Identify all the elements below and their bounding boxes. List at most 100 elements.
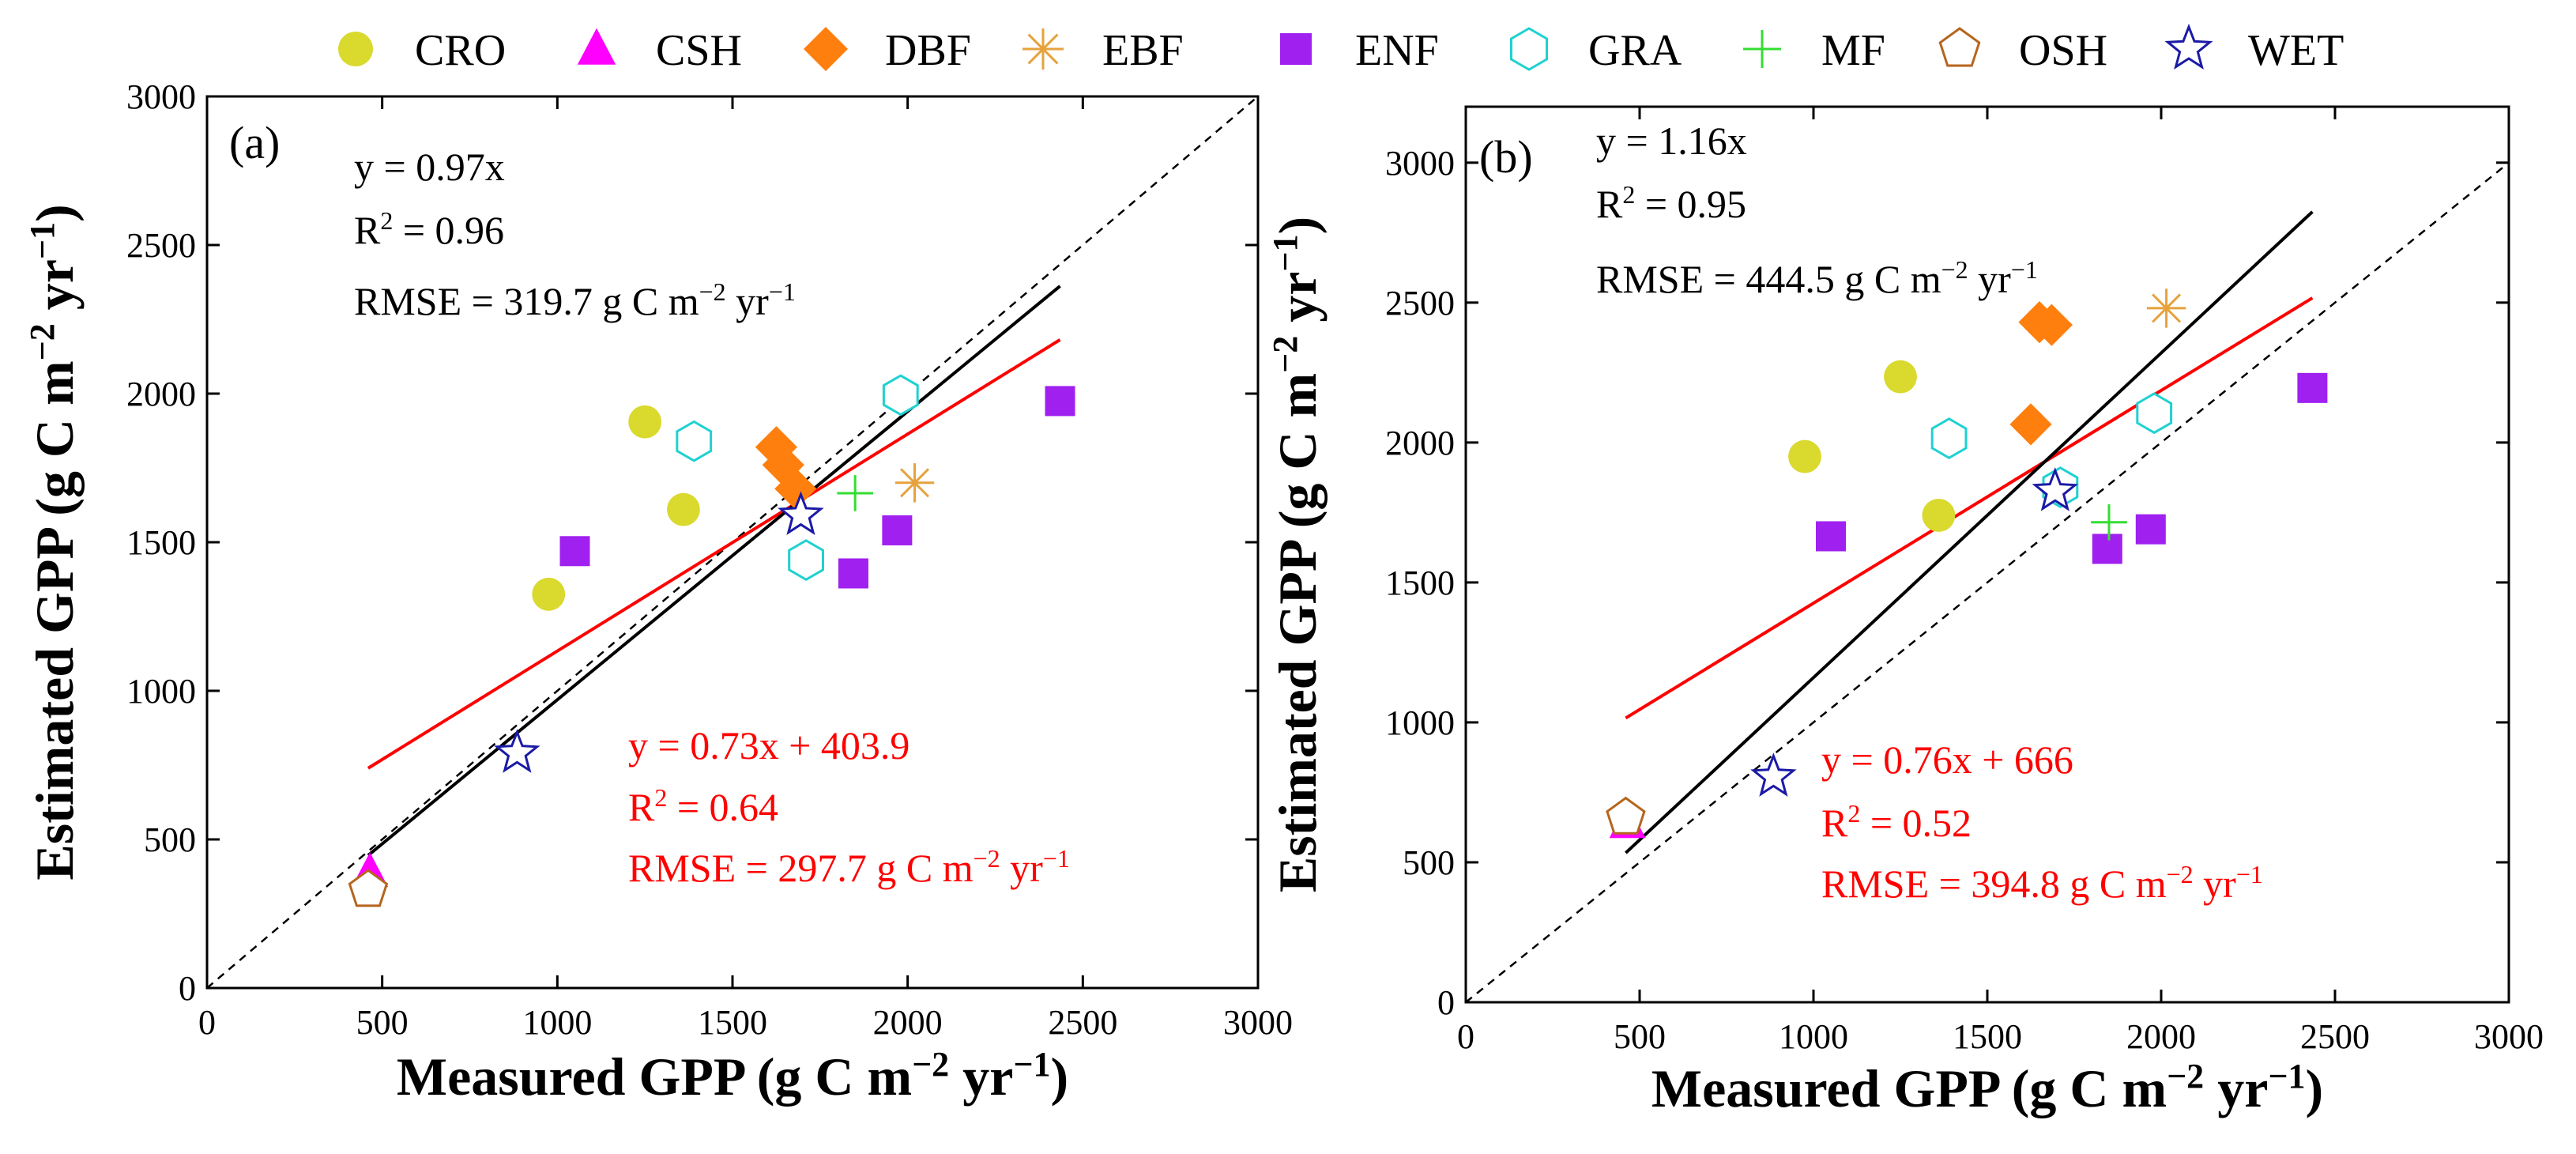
panel-a-point-wet bbox=[494, 729, 540, 773]
panel-b-y-tick-label: 2000 bbox=[1385, 424, 1455, 462]
legend-marker-csh bbox=[577, 28, 616, 65]
panel-a-x-tick-label: 1500 bbox=[698, 1003, 767, 1042]
panel-a-annotation-red-0: y = 0.73x + 403.9 bbox=[628, 723, 910, 767]
panel-b-point-gra bbox=[2136, 392, 2173, 435]
panel-a-point-wet bbox=[778, 491, 824, 536]
panel-b-point-cro bbox=[1788, 439, 1821, 473]
legend-item-cro: CRO bbox=[338, 26, 506, 75]
panel-a-point-cro bbox=[628, 405, 662, 439]
panel-a-annotation-red-1: R2 = 0.64 bbox=[628, 783, 778, 829]
legend-marker-ebf bbox=[1022, 28, 1064, 70]
panel-a-y-axis-title: Estimated GPP (g C m−2 yr−1) bbox=[23, 204, 85, 880]
panel-a-y-tick-label: 2000 bbox=[126, 375, 196, 413]
legend-marker-mf bbox=[1743, 30, 1781, 68]
panel-a-y-tick-label: 1000 bbox=[126, 672, 196, 711]
panel-b-point-dbf bbox=[2009, 403, 2052, 446]
panel-b-x-tick-label: 3000 bbox=[2474, 1017, 2544, 1056]
legend-item-mf: MF bbox=[1743, 26, 1885, 75]
panel-a-point-dbf bbox=[762, 443, 804, 486]
legend-item-gra: GRA bbox=[1509, 26, 1682, 75]
panel-a-point-mf bbox=[837, 475, 873, 511]
legend-item-csh: CSH bbox=[577, 26, 742, 75]
panel-b-x-axis-title: Measured GPP (g C m−2 yr−1) bbox=[1651, 1057, 2323, 1119]
panel-a-y-tick-label: 2500 bbox=[126, 226, 196, 265]
panel-b-point-dbf bbox=[2030, 304, 2073, 346]
panel-b-point-mf bbox=[2091, 503, 2127, 541]
legend-label-gra: GRA bbox=[1588, 26, 1682, 75]
panel-a-x-tick-label: 2000 bbox=[873, 1003, 943, 1042]
legend-label-csh: CSH bbox=[656, 26, 742, 75]
panel-a-x-tick-label: 3000 bbox=[1223, 1003, 1293, 1042]
legend-item-ebf: EBF bbox=[1022, 26, 1184, 75]
panel-b-y-tick-label: 1500 bbox=[1385, 564, 1455, 602]
panel-a-annotation-red-2: RMSE = 297.7 g C m−2 yr−1 bbox=[628, 844, 1070, 890]
panel-b-point-enf bbox=[2297, 372, 2328, 403]
panel-a-y-tick-label: 1500 bbox=[126, 523, 196, 562]
panel-b-point-cro bbox=[1884, 360, 1917, 394]
panel-b-y-tick-label: 1000 bbox=[1385, 703, 1455, 742]
panel-a-x-tick-label: 500 bbox=[356, 1003, 409, 1042]
panel-a-point-cro bbox=[532, 577, 566, 611]
panel-b-x-tick-label: 2000 bbox=[2126, 1017, 2196, 1056]
panel-a-annotation-black-0: y = 0.97x bbox=[354, 145, 505, 189]
legend-marker-cro bbox=[338, 32, 373, 66]
panel-b-annotation-black-0: y = 1.16x bbox=[1596, 119, 1747, 163]
panel-b-x-tick-label: 500 bbox=[1614, 1017, 1666, 1056]
legend-item-dbf: DBF bbox=[804, 26, 971, 75]
panel-b-annotation-red-2: RMSE = 394.8 g C m−2 yr−1 bbox=[1821, 860, 2263, 906]
panel-b-point-ebf bbox=[2146, 288, 2186, 328]
legend-item-osh: OSH bbox=[1938, 26, 2107, 75]
panel-b-point-osh bbox=[1606, 796, 1646, 835]
panel-b-annotation-red-0: y = 0.76x + 666 bbox=[1821, 737, 2073, 782]
legend: CRO CSH DBF EBF ENF GRA MF OSH WET bbox=[338, 23, 2344, 75]
panel-a-point-dbf bbox=[774, 467, 817, 510]
panel-b-y-tick-label: 2500 bbox=[1385, 284, 1455, 322]
panel-a-y-tick-label: 3000 bbox=[126, 77, 196, 116]
panel-a-annotation-black-1: R2 = 0.96 bbox=[354, 206, 504, 252]
panel-a-point-cro bbox=[667, 492, 700, 526]
legend-label-ebf: EBF bbox=[1102, 26, 1184, 75]
panel-a-x-tick-label: 2500 bbox=[1048, 1003, 1117, 1042]
legend-label-osh: OSH bbox=[2019, 26, 2107, 75]
legend-marker-wet bbox=[2164, 23, 2213, 70]
panel-b-point-enf bbox=[2135, 514, 2166, 545]
panel-b-point-gra bbox=[1930, 417, 1968, 459]
legend-item-enf: ENF bbox=[1280, 26, 1439, 75]
panel-b-x-tick-label: 1500 bbox=[1953, 1017, 2022, 1056]
panel-b-point-wet bbox=[2032, 467, 2079, 511]
legend-marker-dbf bbox=[804, 27, 848, 71]
panel-b-y-axis-title: Estimated GPP (g C m−2 yr−1) bbox=[1266, 217, 1328, 892]
panel-b-fit-line-black bbox=[1625, 210, 2314, 854]
panel-a-point-enf bbox=[559, 536, 590, 567]
panel-b-point-wet bbox=[1750, 752, 1797, 797]
panel-b-label: (b) bbox=[1479, 131, 1533, 183]
panel-b-annotation-red-1: R2 = 0.52 bbox=[1821, 799, 1972, 845]
legend-label-dbf: DBF bbox=[885, 26, 971, 75]
panel-a-point-enf bbox=[882, 515, 913, 545]
legend-label-enf: ENF bbox=[1355, 26, 1439, 75]
panel-b-x-tick-label: 2500 bbox=[2300, 1017, 2370, 1056]
panel-a-point-dbf bbox=[755, 426, 798, 469]
panel-a-annotation-black-2: RMSE = 319.7 g C m−2 yr−1 bbox=[354, 277, 796, 323]
legend-marker-osh bbox=[1938, 27, 1981, 67]
panel-b-x-tick-label: 0 bbox=[1457, 1017, 1474, 1056]
panel-a-point-gra bbox=[676, 420, 713, 462]
panel-b-x-tick-label: 1000 bbox=[1779, 1017, 1848, 1056]
legend-label-cro: CRO bbox=[415, 26, 506, 75]
legend-marker-enf bbox=[1280, 33, 1312, 65]
panel-a-point-enf bbox=[1045, 386, 1075, 417]
panel-b-y-tick-label: 3000 bbox=[1385, 144, 1455, 183]
panel-b-y-tick-label: 0 bbox=[1437, 983, 1455, 1022]
panel-b-y-tick-label: 500 bbox=[1403, 843, 1455, 882]
panel-a-point-gra bbox=[788, 539, 824, 581]
legend-marker-gra bbox=[1509, 27, 1549, 71]
panel-b-point-cro bbox=[1922, 499, 1956, 532]
panel-a-fit-line-black bbox=[367, 285, 1061, 857]
panel-a-x-tick-label: 0 bbox=[198, 1003, 216, 1042]
panel-b-annotation-black-2: RMSE = 444.5 g C m−2 yr−1 bbox=[1596, 255, 2038, 301]
panel-a-point-ebf bbox=[894, 463, 935, 503]
panel-a: 0 500 1000 1500 2000 2500 3000 0 500 1000 1500 2000… bbox=[23, 77, 1294, 1107]
panel-b-point-enf bbox=[2092, 534, 2122, 564]
